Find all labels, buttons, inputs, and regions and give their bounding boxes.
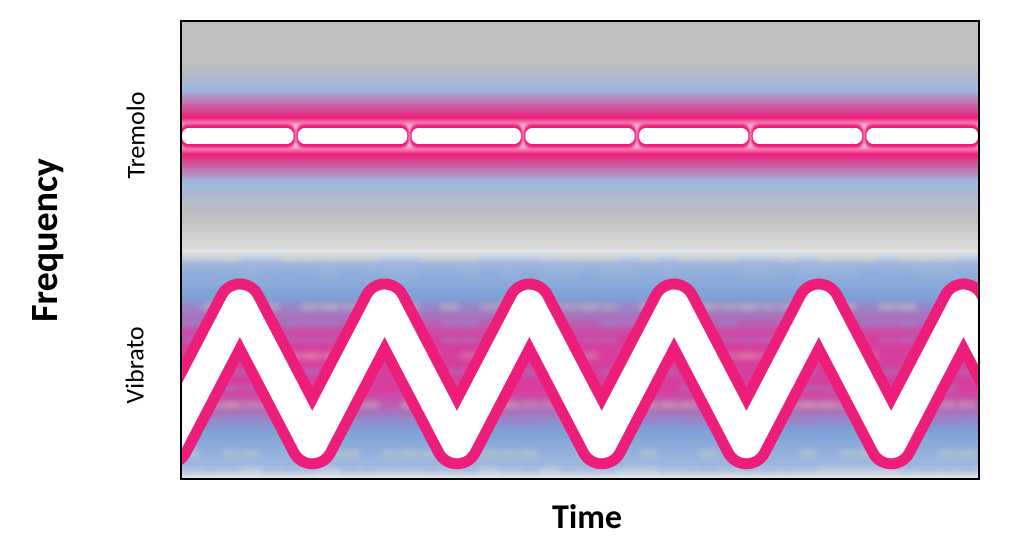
row-label-tremolo: Tremolo (90, 20, 180, 250)
x-axis-label-text: Time (552, 497, 622, 538)
x-axis-label: Time (180, 497, 994, 538)
row-label-tremolo-text: Tremolo (119, 92, 151, 179)
row-label-vibrato-text: Vibrato (119, 326, 151, 403)
figure: Frequency Tremolo Vibrato Time (0, 0, 1024, 544)
spectrogram-svg (182, 22, 978, 478)
y-axis-label-text: Frequency (22, 158, 68, 322)
y-axis-label: Frequency (0, 0, 90, 480)
spectrogram-plot (180, 20, 980, 480)
row-label-vibrato: Vibrato (90, 250, 180, 480)
